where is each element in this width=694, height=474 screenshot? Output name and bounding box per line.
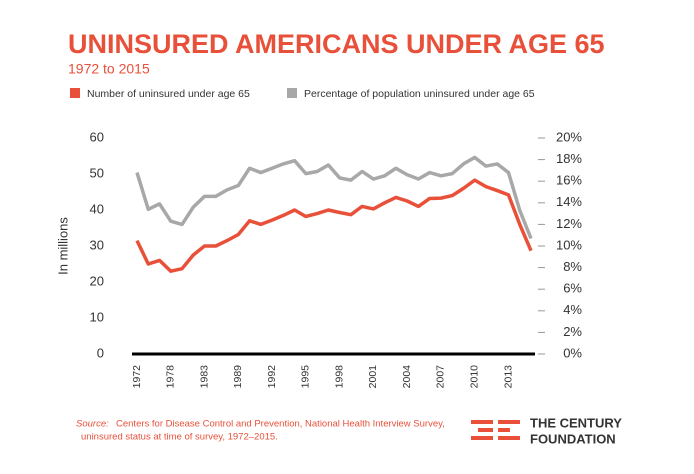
source: Centers for Disease Control and Preventi… — [116, 419, 445, 430]
y-tick-label: 40 — [90, 201, 104, 216]
y2-tick-label: 4% — [563, 302, 582, 317]
y-tick-label: 60 — [90, 129, 104, 144]
source: uninsured status at time of survey, 1972… — [81, 432, 278, 443]
logo-text: THE CENTURY — [530, 415, 622, 430]
logo-text: FOUNDATION — [530, 431, 616, 446]
legend-label: Percentage of population uninsured under… — [304, 88, 535, 100]
x-tick-label: 2007 — [435, 365, 447, 389]
y2-tick-label: 16% — [556, 173, 582, 188]
y-axis-label: In millions — [55, 217, 70, 275]
y-tick-label: 50 — [90, 165, 104, 180]
x-tick-label: 1978 — [165, 365, 177, 389]
y2-tick-label: 0% — [563, 345, 582, 360]
x-tick-label: 2010 — [468, 365, 480, 389]
legend-label: Number of uninsured under age 65 — [87, 88, 250, 100]
x-tick-label: 1972 — [131, 365, 143, 389]
y-tick-label: 20 — [90, 273, 104, 288]
y2-tick-label: 12% — [556, 216, 582, 231]
x-tick-label: 1989 — [232, 365, 244, 389]
y2-tick-label: 2% — [563, 324, 582, 339]
source-label: Source: — [76, 419, 109, 430]
legend-swatch — [70, 88, 80, 98]
y2-tick-label: 18% — [556, 151, 582, 166]
series-line — [135, 155, 533, 240]
x-tick-label: 1998 — [333, 365, 345, 389]
y2-tick-label: 20% — [556, 129, 582, 144]
x-tick-label: 1995 — [300, 365, 312, 389]
legend-swatch — [287, 88, 297, 98]
logo-icon — [471, 420, 520, 440]
y2-tick-label: 6% — [563, 281, 582, 296]
x-tick-label: 2013 — [502, 365, 514, 389]
y-tick-label: 10 — [90, 309, 104, 324]
x-tick-label: 2004 — [401, 365, 413, 389]
y2-tick-label: 10% — [556, 237, 582, 252]
y-tick-label: 30 — [90, 237, 104, 252]
y2-tick-label: 8% — [563, 259, 582, 274]
chart-subtitle: 1972 to 2015 — [68, 61, 150, 77]
x-tick-label: 1983 — [198, 365, 210, 389]
series-line — [135, 178, 533, 273]
x-tick-label: 1992 — [266, 365, 278, 389]
chart-title: UNINSURED AMERICANS UNDER AGE 65 — [68, 29, 605, 59]
y-tick-label: 0 — [97, 345, 104, 360]
x-tick-label: 2001 — [367, 365, 379, 389]
y2-tick-label: 14% — [556, 194, 582, 209]
